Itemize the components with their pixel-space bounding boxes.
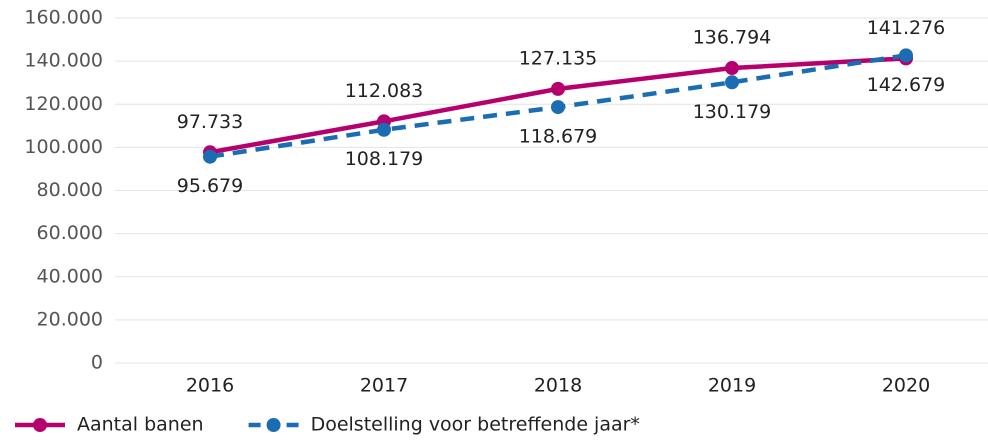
legend-marker (33, 418, 47, 432)
legend-label: Doelstelling voor betreffende jaar* (311, 414, 640, 436)
x-tick-label: 2017 (360, 375, 408, 397)
point (551, 100, 565, 115)
y-tick-label: 20.000 (37, 308, 103, 330)
legend-marker (266, 418, 281, 432)
point (899, 48, 913, 63)
y-tick-label: 60.000 (37, 222, 103, 244)
point (377, 122, 391, 137)
y-tick-label: 100.000 (24, 136, 103, 158)
y-tick-label: 80.000 (37, 179, 103, 201)
point (551, 81, 565, 96)
point (725, 75, 739, 90)
data-label: 112.083 (345, 80, 424, 102)
data-label: 141.276 (867, 17, 946, 39)
point (203, 149, 217, 164)
data-label: 127.135 (519, 47, 598, 69)
data-label: 118.679 (519, 126, 598, 148)
legend-label: Aantal banen (77, 414, 204, 436)
point (725, 61, 739, 76)
data-label: 142.679 (867, 74, 946, 96)
y-tick-label: 40.000 (37, 265, 103, 287)
data-label: 136.794 (693, 27, 772, 49)
data-label: 95.679 (177, 175, 243, 197)
x-tick-label: 2020 (882, 375, 930, 397)
data-label: 130.179 (693, 101, 772, 123)
x-tick-label: 2019 (708, 375, 756, 397)
data-label: 97.733 (177, 111, 243, 133)
x-tick-label: 2016 (186, 375, 234, 397)
y-tick-label: 140.000 (24, 50, 103, 72)
y-tick-label: 0 (91, 352, 103, 374)
y-tick-label: 160.000 (24, 7, 103, 29)
x-tick-label: 2018 (534, 375, 582, 397)
data-label: 108.179 (345, 148, 424, 170)
y-tick-label: 120.000 (24, 93, 103, 115)
